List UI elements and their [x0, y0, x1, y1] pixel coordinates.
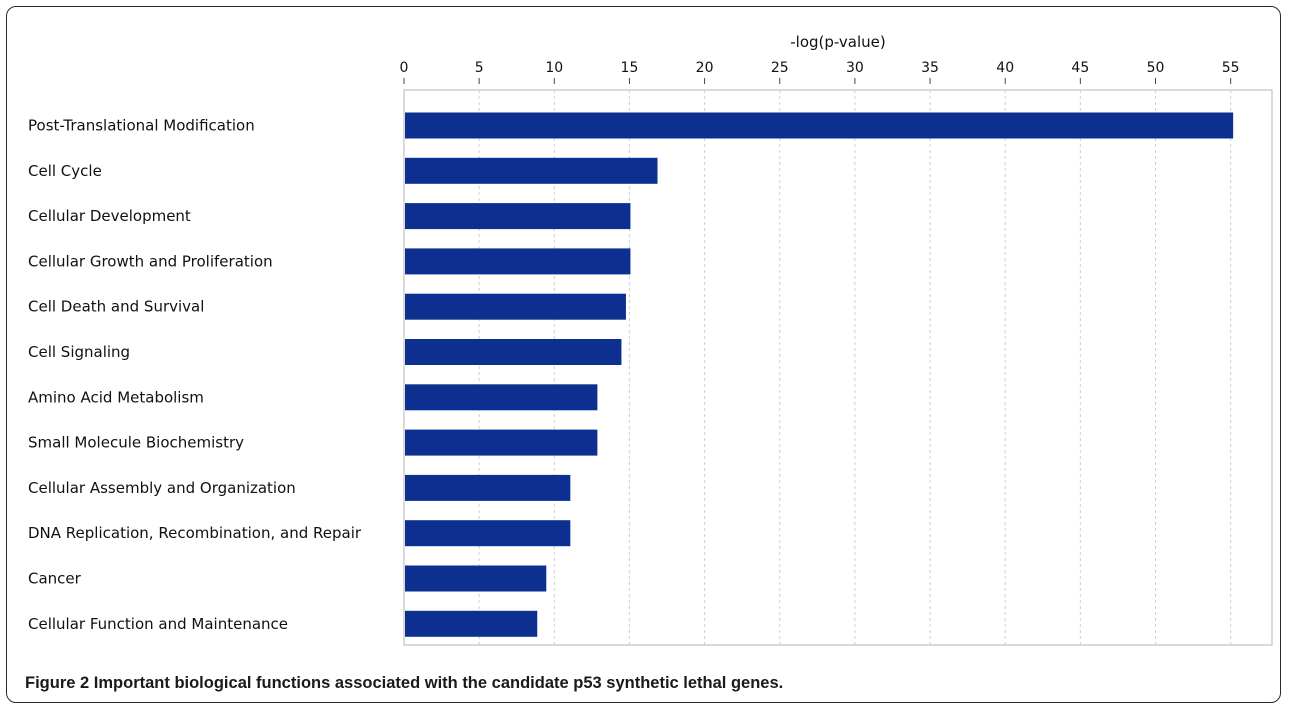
x-axis-ticks: 0 5 10 15 20 25 30 35 40 45 50 55 [400, 60, 1240, 84]
category-label: Amino Acid Metabolism [28, 388, 204, 406]
bar [405, 384, 598, 411]
bar [405, 520, 571, 547]
x-axis-title: -log(p-value) [790, 33, 886, 51]
bar [405, 429, 598, 456]
category-label: Cell Death and Survival [28, 298, 204, 316]
caption-text: Important biological functions associate… [93, 674, 784, 692]
bar-chart: 0 5 10 15 20 25 30 35 40 45 50 55 -log(p-value) Pos… [28, 33, 1273, 646]
bar [405, 293, 626, 320]
tick-label: 15 [621, 60, 639, 76]
tick-label: 45 [1071, 60, 1089, 76]
bar [405, 157, 658, 184]
figure-frame [6, 6, 1281, 703]
bar [405, 248, 631, 275]
category-label: Cellular Growth and Proliferation [28, 252, 273, 270]
category-label: Post-Translational Modification [28, 117, 255, 135]
bar [405, 203, 631, 230]
category-label: DNA Replication, Recombination, and Repa… [28, 524, 362, 542]
tick-label: 30 [846, 60, 864, 76]
category-label: Cell Signaling [28, 343, 130, 361]
caption-label: Figure 2 [25, 674, 90, 692]
tick-label: 5 [475, 60, 484, 76]
tick-label: 25 [771, 60, 789, 76]
bar [405, 610, 538, 637]
category-label: Cell Cycle [28, 162, 102, 180]
tick-label: 35 [921, 60, 939, 76]
category-label: Cancer [28, 570, 82, 588]
category-label: Small Molecule Biochemistry [28, 434, 244, 452]
tick-label: 20 [696, 60, 714, 76]
tick-label: 10 [545, 60, 563, 76]
category-labels: Post-Translational Modification Cell Cycl… [28, 117, 362, 633]
bar [405, 474, 571, 501]
bar [405, 339, 622, 365]
tick-label: 40 [996, 60, 1014, 76]
category-label: Cellular Assembly and Organization [28, 479, 296, 497]
figure-caption: Figure 2 Important biological functions … [25, 674, 1265, 693]
category-label: Cellular Development [28, 207, 191, 225]
grid-lines [478, 90, 1232, 645]
bar [405, 565, 547, 592]
bars [405, 112, 1234, 637]
tick-label: 0 [400, 60, 409, 76]
tick-label: 55 [1222, 60, 1240, 76]
tick-label: 50 [1147, 60, 1165, 76]
bar [405, 112, 1234, 139]
category-label: Cellular Function and Maintenance [28, 615, 288, 633]
